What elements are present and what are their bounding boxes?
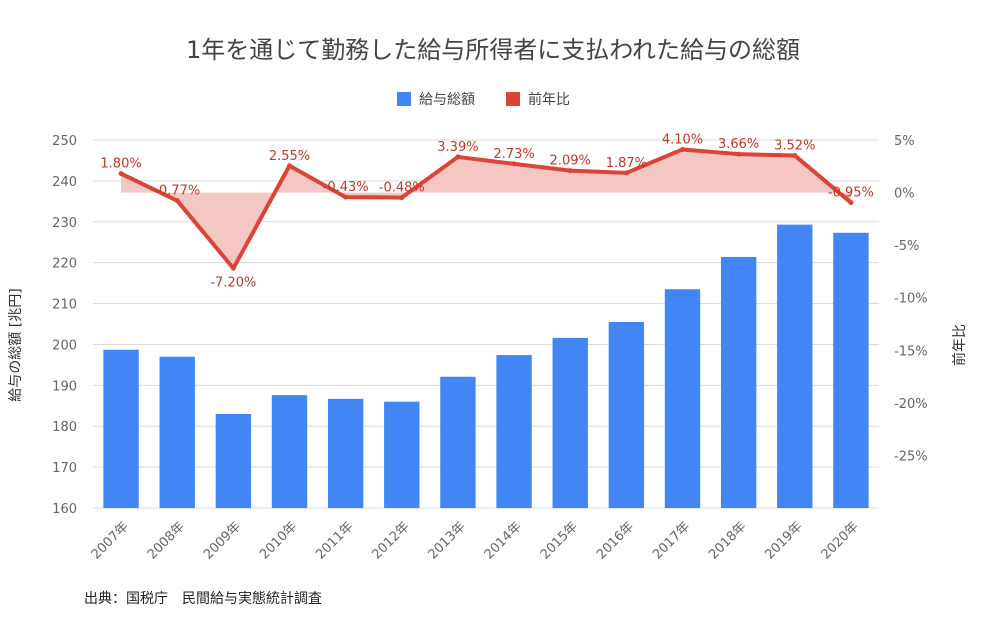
y-tick-label: 230 — [52, 216, 77, 231]
yoy-point — [399, 195, 405, 201]
y-tick-label: 190 — [52, 379, 77, 394]
yoy-data-label: 2.73% — [493, 147, 534, 162]
y2-axis-label: 前年比 — [951, 324, 968, 366]
yoy-area-fill — [121, 149, 851, 269]
x-tick-label: 2020年 — [819, 519, 862, 562]
y2-tick-label: -25% — [894, 449, 928, 464]
yoy-line-path — [120, 147, 853, 271]
x-tick-label: 2014年 — [482, 519, 525, 562]
x-tick-label: 2013年 — [426, 519, 469, 562]
x-tick-label: 2008年 — [145, 519, 188, 562]
x-tick-label: 2019年 — [762, 519, 805, 562]
yoy-point — [848, 200, 854, 206]
x-tick-label: 2017年 — [650, 519, 693, 562]
yoy-point — [680, 146, 685, 152]
x-tick-label: 2009年 — [201, 519, 244, 562]
yoy-point — [736, 151, 742, 157]
y2-tick-label: -20% — [894, 397, 928, 412]
yoy-point — [511, 161, 517, 167]
y2-tick-label: -5% — [894, 239, 919, 254]
x-tick-label: 2011年 — [313, 519, 356, 562]
bar — [440, 376, 476, 508]
yoy-data-label: 1.80% — [100, 157, 141, 172]
bar — [159, 356, 195, 508]
legend-label-bar: 給与総額 — [419, 92, 475, 108]
legend-swatch-line — [506, 92, 520, 106]
y-axis-ticks: 250 240 230 220 210 200 190 180 170 160 — [52, 134, 77, 517]
yoy-data-label: 3.52% — [774, 139, 815, 154]
x-axis-ticks: 2007年 2008年 2009年 2010年 2011年 2012年 2013年 2014年… — [89, 519, 862, 562]
yoy-data-label: 2.55% — [269, 149, 310, 164]
yoy-area — [121, 149, 851, 269]
legend-swatch-bar — [397, 92, 411, 106]
y-tick-label: 180 — [52, 420, 77, 435]
y-tick-label: 210 — [52, 298, 77, 313]
y2-tick-label: -10% — [894, 292, 928, 307]
yoy-data-label: -0.43% — [323, 180, 369, 195]
data-labels: 1.80% -0.77% -7.20% 2.55% -0.43% -0.48% 3.39% 2… — [100, 132, 874, 290]
bar — [552, 337, 588, 508]
chart-title: 1年を通じて勤務した給与所得者に支払われた給与の総額 — [186, 36, 800, 64]
yoy-data-label: -0.95% — [828, 186, 874, 201]
bar — [271, 395, 308, 508]
legend: 給与総額 前年比 — [397, 91, 570, 108]
yoy-data-label: -0.48% — [379, 181, 425, 196]
y-tick-label: 220 — [52, 257, 77, 272]
yoy-point — [174, 198, 180, 204]
bar — [720, 256, 757, 508]
yoy-point — [567, 168, 573, 174]
yoy-data-label: 3.66% — [718, 137, 759, 152]
bars — [103, 224, 869, 508]
yoy-point — [455, 154, 461, 160]
x-tick-label: 2018年 — [706, 519, 749, 562]
yoy-point — [792, 153, 798, 159]
y-tick-label: 250 — [52, 134, 77, 149]
y-tick-label: 170 — [52, 461, 77, 476]
yoy-point — [287, 163, 292, 169]
x-tick-label: 2012年 — [369, 519, 412, 562]
bar — [327, 398, 364, 508]
x-tick-label: 2015年 — [538, 519, 581, 562]
y2-tick-label: 0% — [894, 187, 915, 202]
yoy-data-label: -7.20% — [210, 275, 256, 290]
y-tick-label: 160 — [52, 502, 77, 517]
bar — [608, 321, 645, 508]
yoy-point — [118, 171, 124, 177]
bar — [664, 289, 701, 508]
yoy-point — [230, 265, 236, 271]
bar — [215, 413, 252, 508]
bar — [496, 355, 532, 508]
y-tick-label: 200 — [52, 338, 77, 353]
y2-axis-ticks: 5% 0% -5% -10% -15% -20% -25% — [894, 134, 928, 464]
x-tick-label: 2016年 — [594, 519, 637, 562]
y-axis-label: 給与の総額 [兆円] — [8, 288, 24, 401]
bar — [833, 232, 869, 508]
x-tick-label: 2010年 — [257, 519, 300, 562]
bar — [384, 401, 420, 508]
y2-tick-label: -15% — [894, 344, 928, 359]
y-tick-label: 240 — [52, 175, 77, 190]
yoy-point — [623, 170, 629, 176]
yoy-data-label: 3.39% — [437, 140, 478, 155]
yoy-line — [118, 146, 854, 271]
yoy-data-label: -0.77% — [154, 184, 200, 199]
x-tick-label: 2007年 — [89, 519, 132, 562]
bar — [777, 224, 813, 508]
yoy-data-label: 2.09% — [550, 154, 591, 169]
legend-label-line: 前年比 — [528, 91, 570, 108]
yoy-point — [343, 194, 349, 200]
yoy-data-label: 1.87% — [606, 156, 647, 171]
bar — [103, 349, 139, 508]
yoy-data-label: 4.10% — [662, 132, 703, 147]
source-note: 出典：国税庁 民間給与実態統計調査 — [84, 591, 322, 607]
y2-tick-label: 5% — [894, 134, 915, 149]
